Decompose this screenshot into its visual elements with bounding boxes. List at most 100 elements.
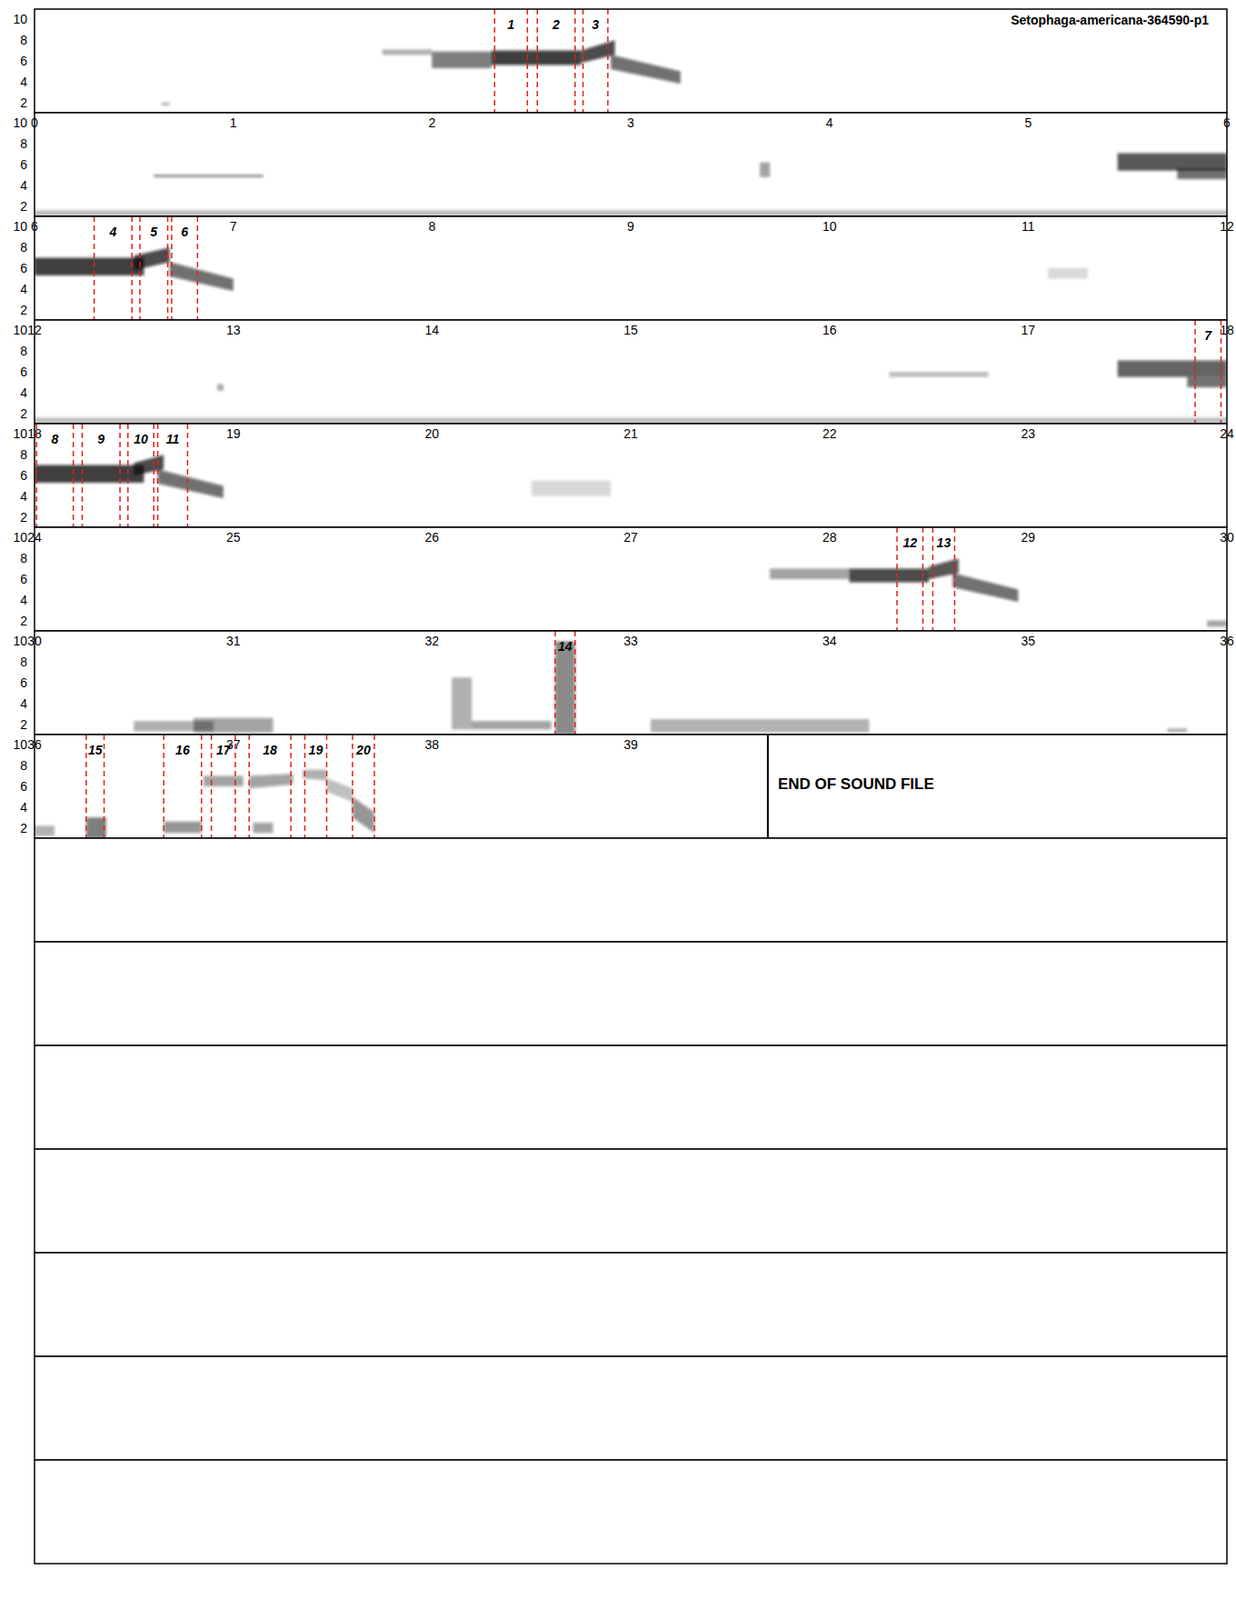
segment-boundary (574, 9, 577, 113)
x-tick-label: 29 (1021, 529, 1037, 545)
x-tick-label: 20 (425, 426, 440, 441)
x-tick-label: 23 (1021, 426, 1037, 441)
segment-boundary (127, 423, 130, 528)
x-tick-label: 22 (822, 426, 838, 441)
x-tick-label: 3 (627, 115, 635, 130)
y-tick-label: 2 (19, 302, 28, 318)
segment-label: 12 (902, 535, 918, 550)
segment-boundary (200, 734, 203, 838)
x-tick-label: 25 (226, 529, 241, 545)
energy-blob (451, 677, 472, 729)
segment-boundary (304, 734, 307, 838)
panel-frame (34, 1355, 1227, 1460)
segment-boundary (326, 734, 329, 838)
segment-boundary (130, 216, 133, 320)
x-tick-label: 28 (822, 529, 838, 545)
x-tick-label: 11 (1021, 219, 1036, 234)
panel-frame (34, 630, 1227, 735)
x-tick-label: 19 (226, 426, 241, 441)
y-tick-label: 6 (19, 260, 28, 276)
energy-blob (789, 718, 870, 733)
panel-frame (34, 837, 1227, 942)
y-tick-label: 4 (19, 178, 28, 193)
panel-frame (34, 734, 1227, 838)
y-tick-label: 2 (19, 406, 28, 421)
energy-blob (169, 261, 234, 291)
panel (34, 1355, 1227, 1460)
energy-blob (1206, 620, 1227, 628)
x-tick-label: 13 (226, 322, 241, 338)
panel-bg (34, 216, 1227, 320)
segment-label: 11 (166, 431, 180, 447)
panel (34, 837, 1227, 942)
panel: 246810121314151617187 (12, 319, 1235, 424)
x-tick-label: 21 (623, 426, 638, 441)
panel: 2468103031323334353614 (12, 630, 1235, 735)
y-tick-label: 6 (19, 53, 28, 69)
y-tick-label: 4 (19, 592, 28, 608)
energy-blob (580, 39, 615, 63)
x-tick-label: 16 (822, 322, 838, 338)
energy-blob (193, 717, 274, 733)
x-tick-label: 34 (822, 633, 838, 648)
energy-blob (34, 258, 144, 276)
segment-label: 10 (133, 431, 149, 447)
spectrogram (769, 558, 1227, 627)
segment-boundary (234, 734, 237, 838)
panel-bg (34, 9, 1227, 113)
energy-blob (217, 384, 224, 391)
y-tick-label: 10 (12, 11, 28, 27)
energy-blob (1047, 268, 1088, 279)
x-tick-label: 10 (822, 219, 838, 234)
segment-label: 9 (97, 431, 105, 447)
energy-blob (163, 821, 202, 834)
panel (34, 1459, 1227, 1564)
segment-label: 14 (558, 638, 573, 654)
segment-boundary (103, 734, 106, 838)
panel: 246810123 (12, 9, 1227, 113)
segment-boundary (139, 216, 141, 320)
panel: 24681018192021222324891011 (12, 423, 1235, 528)
segment-boundary (170, 216, 173, 320)
panel-bg (34, 112, 1227, 217)
x-tick-label: 39 (623, 737, 638, 752)
panel: 246810242526272829301213 (12, 527, 1235, 631)
energy-blob (161, 102, 170, 106)
x-tick-label: 38 (425, 737, 440, 752)
y-tick-label: 10 (12, 426, 28, 441)
y-tick-label: 10 (12, 322, 28, 338)
segment-boundary (157, 423, 160, 528)
segment-boundary (607, 9, 609, 113)
energy-blob (888, 371, 988, 378)
segment-boundary (527, 9, 529, 113)
panel-frame (34, 319, 1227, 424)
energy-blob (249, 773, 293, 788)
segment-boundary (152, 423, 155, 528)
y-tick-label: 10 (12, 529, 28, 545)
energy-blob (34, 209, 1227, 217)
panel-bg (34, 1459, 1227, 1564)
panel-bg (34, 630, 1227, 735)
x-tick-label: 7 (229, 219, 238, 234)
segment-boundary (554, 630, 557, 735)
segment-boundary (119, 423, 121, 528)
energy-blob (1117, 360, 1227, 378)
energy-blob (352, 796, 375, 833)
panel-bg (34, 527, 1227, 631)
segment-boundary (1194, 319, 1197, 424)
panel-frame (34, 941, 1227, 1046)
energy-blob (326, 777, 353, 802)
panel-bg (34, 1355, 1227, 1460)
energy-blob (849, 568, 930, 583)
segment-boundary (93, 216, 96, 320)
spectrogram (34, 153, 1227, 218)
panel (34, 941, 1227, 1046)
y-tick-label: 10 (12, 633, 28, 648)
segment-boundary (35, 423, 38, 528)
spectrogram (34, 454, 611, 499)
y-tick-label: 8 (19, 32, 28, 48)
y-tick-label: 6 (19, 571, 28, 587)
energy-blob (1117, 153, 1227, 171)
y-tick-label: 10 (12, 115, 28, 130)
y-tick-label: 8 (19, 136, 28, 151)
